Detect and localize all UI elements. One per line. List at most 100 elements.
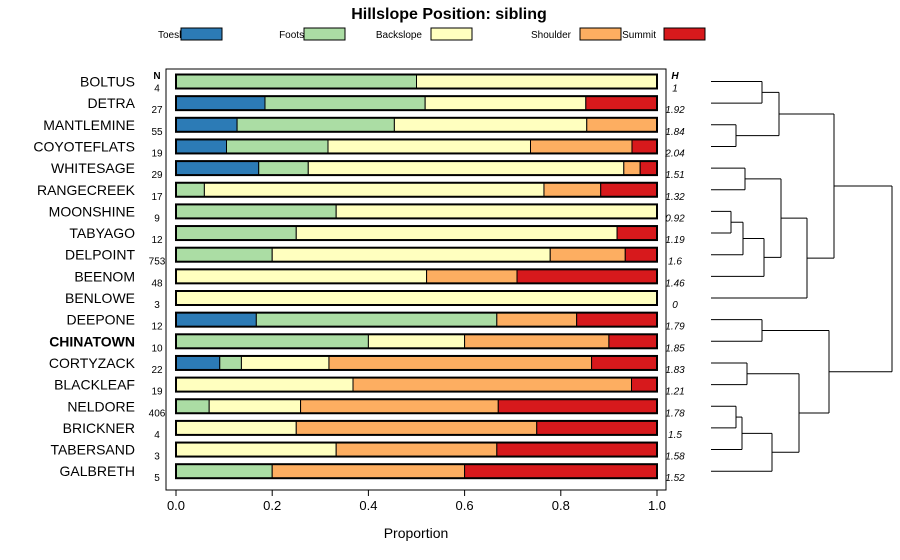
bar-segment-footslope [175, 203, 337, 219]
bar-segment-footslope [175, 225, 297, 241]
bar-segment-shoulder [549, 247, 626, 263]
bar-segment-summit [600, 182, 658, 198]
legend-label-summit: Summit [622, 30, 656, 41]
bar-outline [175, 203, 658, 220]
bar-segment-backslope [393, 117, 588, 133]
bar-segment-backslope [271, 247, 551, 263]
row-h-value: 1.58 [665, 452, 685, 463]
bar-row-brickner: BRICKNER 4 1.5 [63, 419, 682, 441]
row-label: DELPOINT [65, 247, 135, 263]
bar-outline [175, 333, 658, 350]
bar-row-tabersand: TABERSAND 3 1.58 [50, 441, 685, 463]
row-n-value: 29 [151, 170, 163, 181]
bar-outline [175, 160, 658, 177]
bar-segment-shoulder [335, 442, 498, 458]
legend-label-footslope: Footslope [279, 30, 323, 41]
bar-row-detra: DETRA 27 1.92 [88, 95, 685, 116]
bar-outline [175, 311, 658, 328]
bar-segment-shoulder [543, 182, 602, 198]
row-n-value: 12 [151, 235, 163, 246]
row-h-value: 1.52 [665, 473, 685, 484]
row-label: BLACKLEAF [54, 377, 135, 393]
legend-label-toeslope: Toeslope [158, 30, 198, 41]
bar-row-cortyzack: CORTYZACK 22 1.83 [49, 354, 685, 376]
bar-outline [175, 116, 658, 133]
bar-segment-backslope [335, 203, 658, 219]
row-label: NELDORE [67, 398, 135, 414]
row-h-value: 1.79 [665, 322, 685, 333]
bar-segment-backslope [175, 268, 428, 284]
bar-segment-toeslope [175, 138, 228, 154]
row-label: DEEPONE [67, 312, 135, 328]
bar-segment-summit [516, 268, 658, 284]
row-label: CHINATOWN [49, 333, 135, 349]
bar-segment-footslope [175, 247, 273, 263]
row-h-value: 1.19 [665, 235, 685, 246]
row-h-value: 1.5 [668, 430, 682, 441]
legend-swatch-shoulder [579, 27, 622, 41]
bar-segment-shoulder [529, 138, 633, 154]
bar-outline [175, 268, 658, 285]
bar-row-whitesage: WHITESAGE 29 1.51 [51, 160, 685, 181]
row-label: MOONSHINE [49, 203, 135, 219]
bar-segment-toeslope [175, 117, 238, 133]
bar-segment-footslope [264, 95, 426, 111]
row-n-value: 5 [154, 473, 160, 484]
bar-segment-summit [608, 333, 658, 349]
row-n-value: 4 [154, 84, 160, 95]
n-column-header: N [153, 71, 160, 82]
bar-segment-backslope [175, 442, 337, 458]
row-h-value: 2.04 [664, 148, 685, 159]
bar-row-delpoint: DELPOINT 753 1.6 [65, 246, 682, 268]
row-label: BENLOWE [65, 290, 135, 306]
bar-row-benlowe: BENLOWE 3 0 [65, 290, 678, 311]
bar-segment-backslope [208, 398, 302, 414]
row-h-value: 1.78 [665, 408, 685, 419]
bar-segment-backslope [175, 377, 354, 393]
bar-segment-footslope [175, 333, 369, 349]
row-h-value: 0 [672, 300, 678, 311]
bar-segment-backslope [416, 74, 658, 89]
bar-segment-shoulder [295, 420, 538, 436]
bar-segment-shoulder [496, 312, 578, 328]
bar-segment-shoulder [426, 268, 518, 284]
legend: Toeslope Footslope Backslope Shoulder Summit [158, 27, 706, 41]
bar-segment-summit [616, 225, 658, 241]
bar-row-rangecreek: RANGECREEK 17 1.32 [37, 181, 685, 203]
row-n-value: 753 [149, 257, 166, 268]
bar-segment-summit [624, 247, 658, 263]
bar-row-neldore: NELDORE 406 1.78 [67, 398, 685, 419]
bar-row-moonshine: MOONSHINE 9 0.92 [49, 203, 685, 224]
legend-label-shoulder: Shoulder [531, 30, 572, 41]
bar-outline [175, 181, 658, 198]
legend-label-backslope: Backslope [376, 30, 423, 41]
bar-outline [175, 225, 658, 242]
bar-outline [175, 290, 658, 306]
row-label: CORTYZACK [49, 355, 136, 371]
row-n-value: 48 [151, 278, 163, 289]
bar-segment-footslope [175, 398, 210, 414]
row-h-value: 1.46 [665, 278, 685, 289]
bar-outline [175, 73, 658, 90]
bar-row-deepone: DEEPONE 12 1.79 [67, 311, 685, 333]
bar-segment-footslope [219, 355, 242, 371]
x-axis: 0.0 0.2 0.4 0.6 0.8 1.0 [167, 490, 666, 513]
row-h-value: 1 [672, 84, 678, 95]
bar-segment-footslope [175, 182, 205, 198]
bar-outline [175, 354, 658, 371]
bar-segment-summit [591, 355, 658, 371]
legend-swatch-toeslope [180, 27, 223, 41]
row-h-value: 1.51 [665, 170, 684, 181]
bar-segment-backslope [203, 182, 545, 198]
bar-segment-toeslope [175, 160, 260, 176]
bar-segment-backslope [424, 95, 587, 111]
legend-swatch-summit [663, 27, 706, 41]
row-n-value: 10 [151, 343, 163, 354]
bar-row-mantlemine: MANTLEMINE 55 1.84 [43, 116, 685, 138]
row-label: GALBRETH [60, 463, 135, 479]
row-h-value: 1.32 [665, 192, 685, 203]
row-n-value: 406 [149, 408, 166, 419]
bar-outline [175, 138, 658, 155]
